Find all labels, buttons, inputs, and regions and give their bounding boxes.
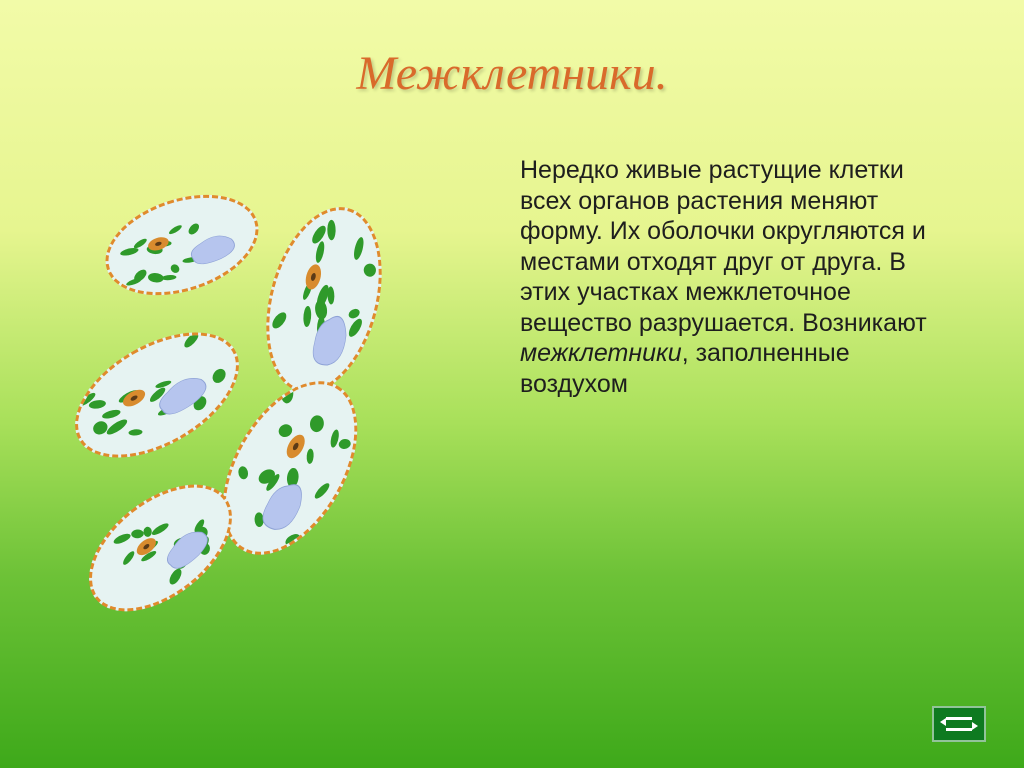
body-text: Нередко живые растущие клетки всех орган… [520,155,950,399]
cell [247,194,400,405]
body-main: Нередко живые растущие клетки всех орган… [520,156,927,337]
cell-diagram [62,150,492,620]
cell [93,177,272,313]
cell [54,307,260,484]
slide: Межклетники. Нередко живые растущие клет… [0,0,1024,768]
body-em: межклетники [520,339,682,367]
nav-button[interactable] [932,706,986,742]
nav-arrows-icon [946,717,972,731]
slide-title: Межклетники. [0,46,1024,101]
